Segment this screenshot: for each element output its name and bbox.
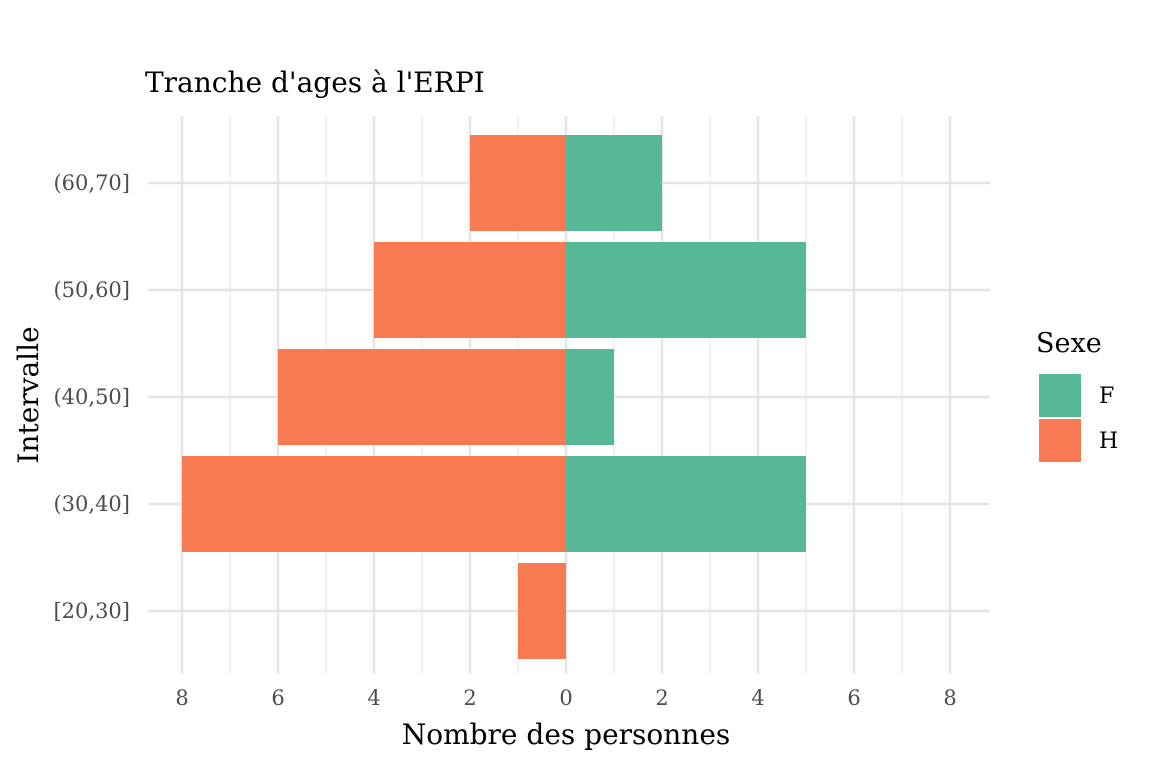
labels-layer: [20,30] (30,40] (40,50] (50,60] (60,70] 8 6 4 2 0… [53,171,956,710]
bar-H-3 [374,242,566,338]
x-axis-title: Nombre des personnes [402,718,731,751]
bar-H-1 [182,456,566,552]
y-tick-label: (60,70] [53,171,130,195]
bar-H-2 [278,349,566,445]
bar-H-4 [470,135,566,231]
legend-items: FH [1039,374,1118,462]
bars-layer [182,135,806,659]
x-tick-label: 4 [751,686,764,710]
y-tick-label: (50,60] [53,278,130,302]
x-tick-label: 2 [463,686,476,710]
legend: Sexe FH [1036,328,1118,462]
x-tick-label: 2 [655,686,668,710]
bar-F-3 [566,242,806,338]
x-tick-label: 6 [271,686,284,710]
x-tick-label: 8 [943,686,956,710]
legend-label-F: F [1099,384,1114,409]
bar-F-4 [566,135,662,231]
x-tick-label: 6 [847,686,860,710]
y-axis-title: Intervalle [12,326,45,463]
bar-F-1 [566,456,806,552]
legend-label-H: H [1099,429,1118,454]
bar-F-2 [566,349,614,445]
y-tick-label: (30,40] [53,492,130,516]
y-tick-label: (40,50] [53,385,130,409]
bar-H-0 [518,563,566,659]
x-tick-label: 8 [175,686,188,710]
x-tick-label: 0 [559,686,572,710]
legend-title: Sexe [1036,328,1102,359]
legend-swatch-H [1039,419,1081,462]
chart-title: Tranche d'ages à l'ERPI [145,66,485,99]
x-tick-label: 4 [367,686,380,710]
y-tick-label: [20,30] [53,599,130,623]
legend-swatch-F [1039,374,1081,417]
